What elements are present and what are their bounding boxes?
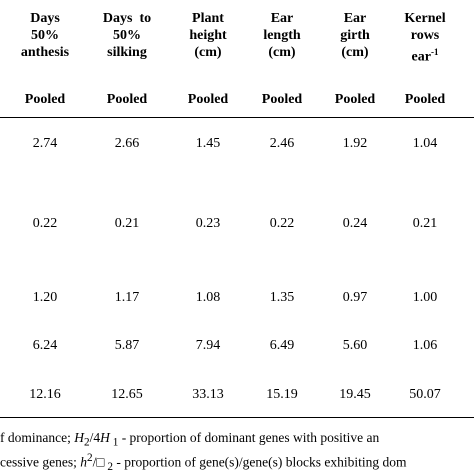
text: / — [92, 454, 97, 470]
header-line: 50% — [112, 28, 141, 43]
cell: 1.04 — [412, 136, 438, 151]
cell: 0.22 — [269, 216, 295, 231]
header-line: length — [263, 28, 301, 43]
subheader: Pooled — [24, 92, 66, 107]
cell: 33.13 — [192, 387, 224, 402]
footnote: f dominance; H2/4H 1 - proportion of dom… — [0, 430, 379, 449]
text: f dominance; — [0, 430, 75, 445]
cell: 1.17 — [114, 290, 140, 305]
text: H — [74, 430, 84, 445]
text: 2 — [86, 452, 93, 464]
text: H — [100, 430, 110, 445]
cell: 15.19 — [266, 387, 298, 402]
text: - proportion of dominant genes with posi… — [118, 430, 380, 445]
text: cessive genes; — [0, 454, 81, 470]
footnote: cessive genes; h2/□ 2 - proportion of ge… — [0, 452, 407, 473]
cell: 19.45 — [339, 387, 371, 402]
cell: 6.24 — [32, 338, 58, 353]
header-line: (cm) — [194, 45, 222, 60]
header-rule — [0, 117, 474, 118]
text: □ — [96, 454, 105, 470]
header-line: height — [189, 28, 227, 43]
cell: 0.23 — [195, 216, 221, 231]
cell: 6.49 — [269, 338, 295, 353]
subheader: Pooled — [187, 92, 229, 107]
column-header: Ear girth (cm) — [340, 10, 370, 61]
cell: 1.92 — [342, 136, 368, 151]
subheader: Pooled — [334, 92, 376, 107]
header-line: anthesis — [20, 45, 70, 60]
header-line: (cm) — [268, 45, 296, 60]
header-line: Ear — [270, 11, 294, 26]
cell: 1.45 — [195, 136, 221, 151]
header-line: Kernel — [404, 11, 446, 26]
cell: 1.35 — [269, 290, 295, 305]
cell: 1.00 — [412, 290, 438, 305]
text: - proportion of gene(s)/gene(s) blocks e… — [112, 454, 407, 470]
header-line: Days to — [102, 11, 152, 26]
column-header: Kernel rows ear-1 — [404, 10, 445, 66]
superscript: -1 — [430, 47, 439, 57]
bottom-rule — [0, 417, 474, 418]
cell: 0.22 — [32, 216, 58, 231]
text: ear — [411, 49, 431, 65]
cell: 1.06 — [412, 338, 438, 353]
cell: 50.07 — [409, 387, 441, 402]
header-line: Ear — [343, 11, 367, 26]
column-header: Days to 50% silking — [103, 10, 151, 61]
header-line: silking — [107, 45, 147, 60]
subheader: Pooled — [404, 92, 446, 107]
text: h — [80, 454, 87, 470]
cell: 2.66 — [114, 136, 140, 151]
cell: 0.24 — [342, 216, 368, 231]
text: 1 — [109, 436, 119, 449]
cell: 0.97 — [342, 290, 368, 305]
header-line: rows — [410, 28, 440, 43]
header-line: Plant — [192, 11, 224, 26]
text: 2 — [83, 436, 90, 449]
cell: 5.60 — [342, 338, 368, 353]
cell: 1.20 — [32, 290, 58, 305]
cell: 0.21 — [412, 216, 438, 231]
cell: 12.16 — [29, 387, 61, 402]
subheader: Pooled — [106, 92, 148, 107]
text: /4 — [89, 430, 101, 445]
column-header: Days 50% anthesis — [21, 10, 69, 61]
cell: 12.65 — [111, 387, 143, 402]
header-line: (cm) — [341, 45, 369, 60]
column-header: Ear length (cm) — [263, 10, 300, 61]
header-line: Days — [30, 11, 60, 26]
text: 2 — [104, 461, 113, 474]
cell: 1.08 — [195, 290, 221, 305]
cell: 2.46 — [269, 136, 295, 151]
subheader: Pooled — [261, 92, 303, 107]
header-line: 50% — [30, 28, 59, 43]
cell: 7.94 — [195, 338, 221, 353]
header-line: girth — [340, 28, 370, 43]
header-line: ear-1 — [404, 44, 445, 66]
cell: 2.74 — [32, 136, 58, 151]
cell: 5.87 — [114, 338, 140, 353]
column-header: Plant height (cm) — [189, 10, 226, 61]
cell: 0.21 — [114, 216, 140, 231]
